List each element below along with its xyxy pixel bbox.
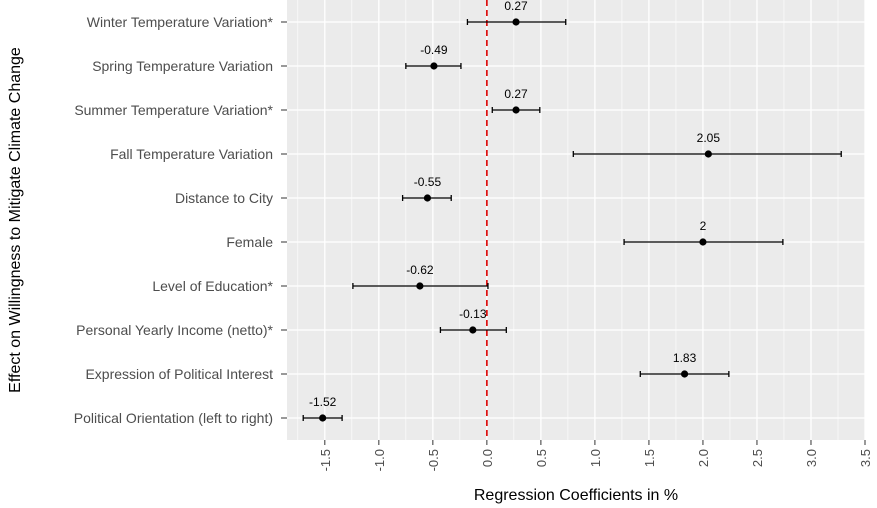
coefficient-point — [416, 282, 424, 290]
x-tick-label: -1.5 — [318, 449, 333, 471]
coefficient-point — [512, 18, 520, 26]
category-label: Distance to City — [175, 190, 273, 206]
category-label: Female — [226, 234, 273, 250]
value-label: 0.27 — [504, 87, 528, 101]
x-tick-label: 1.5 — [642, 449, 657, 467]
coefficient-point — [699, 238, 707, 246]
x-tick-label: 3.0 — [804, 449, 819, 467]
category-label: Winter Temperature Variation* — [87, 14, 274, 30]
x-tick-label: 1.0 — [588, 449, 603, 467]
category-labels: Winter Temperature Variation* Spring Temp… — [74, 14, 274, 426]
value-label: -0.55 — [414, 175, 442, 189]
x-tick-label: 2.5 — [750, 449, 765, 467]
value-label: -1.52 — [309, 395, 337, 409]
y-tick-marks — [281, 21, 287, 419]
value-label: 1.83 — [673, 351, 697, 365]
category-label: Political Orientation (left to right) — [74, 410, 273, 426]
coefficient-point — [512, 106, 520, 114]
coefficient-point — [680, 370, 689, 378]
category-label: Spring Temperature Variation — [92, 58, 273, 74]
x-tick-label: 2.0 — [696, 449, 711, 467]
x-tick-label: 0.5 — [534, 449, 549, 467]
x-tick-label: 0.0 — [480, 449, 495, 467]
x-axis-title: Regression Coefficients in % — [474, 487, 678, 504]
plot-panel — [287, 0, 865, 440]
coefficient-point — [469, 326, 477, 334]
x-tick-label: -1.0 — [372, 449, 387, 471]
value-label: 2.05 — [697, 131, 721, 145]
category-label: Expression of Political Interest — [85, 366, 273, 382]
x-axis-ticks: -1.5 -1.0 -0.5 0.0 0.5 1.0 1.5 2.0 2.5 3.0 3.5 — [318, 440, 873, 471]
value-label: 0.27 — [504, 0, 528, 13]
value-label: -0.49 — [420, 43, 448, 57]
x-tick-label: 3.5 — [858, 449, 873, 467]
category-label: Fall Temperature Variation — [110, 146, 273, 162]
value-label: -0.62 — [406, 263, 434, 277]
coefficient-point — [423, 194, 432, 202]
y-axis-title: Effect on Willingness to Mitigate Climat… — [7, 47, 24, 393]
x-tick-label: -0.5 — [426, 449, 441, 471]
value-label: 2 — [700, 219, 707, 233]
coefficient-point — [704, 150, 712, 158]
category-label: Level of Education* — [152, 278, 273, 294]
category-label: Summer Temperature Variation* — [74, 102, 273, 118]
category-label: Personal Yearly Income (netto)* — [76, 322, 273, 338]
coefficient-points — [319, 18, 712, 422]
coefficient-point — [430, 62, 438, 70]
value-label: -0.13 — [459, 307, 487, 321]
value-labels: 0.27 -0.49 0.27 2.05 -0.55 2 -0.62 -0.13 1.83 -1.… — [309, 0, 720, 409]
coefficient-point — [319, 414, 327, 422]
